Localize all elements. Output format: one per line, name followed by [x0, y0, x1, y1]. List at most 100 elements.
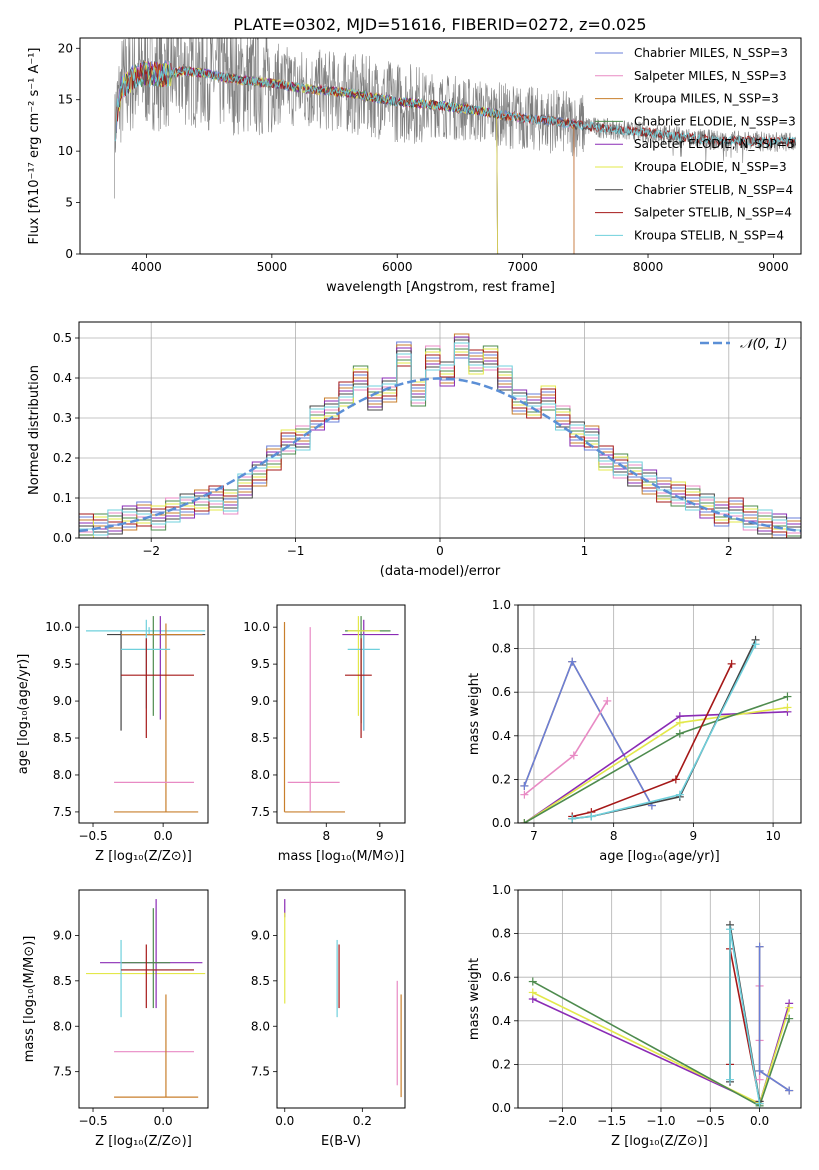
- y-tick-label: 9.0: [251, 694, 270, 708]
- y-tick-label: 0.6: [492, 970, 511, 984]
- x-tick-label: 0.0: [154, 829, 173, 843]
- x-tick-label: −1.0: [646, 1114, 675, 1128]
- y-tick-label: 0.0: [492, 816, 511, 830]
- series-line: [523, 700, 608, 796]
- axes-frame: [517, 604, 802, 824]
- x-tick-label: −0.5: [696, 1114, 725, 1128]
- x-axis-label: (data-model)/error: [380, 564, 501, 579]
- y-tick-label: 0.3: [53, 411, 72, 425]
- y-tick-label: 10: [58, 144, 73, 158]
- y-tick-label: 0.1: [53, 491, 72, 505]
- legend-label: 𝒩(0, 1): [740, 337, 787, 352]
- x-tick-label: 6000: [382, 260, 413, 274]
- y-axis-label: mass weight: [467, 958, 482, 1040]
- y-tick-label: 10.0: [45, 620, 72, 634]
- x-tick-label: 9000: [758, 260, 789, 274]
- spectrum-panel: 4000 5000 6000 7000 8000 9000 0 5 10 15 20 waveleng…: [27, 37, 802, 295]
- y-axis-label: mass weight: [467, 673, 482, 755]
- x-tick-label: 7: [530, 829, 538, 843]
- x-tick-label: 0.0: [275, 1114, 294, 1128]
- y-tick-label: 0.4: [53, 371, 72, 385]
- legend-label: Chabrier ELODIE, N_SSP=3: [634, 114, 796, 128]
- y-tick-label: 0.4: [492, 1014, 511, 1028]
- legend-label: Kroupa MILES, N_SSP=3: [634, 92, 779, 106]
- y-tick-label: 7.5: [53, 805, 72, 819]
- x-tick-label: 8: [610, 829, 618, 843]
- y-tick-label: 8.5: [53, 974, 72, 988]
- x-tick-label: 4000: [131, 260, 162, 274]
- y-axis-label: Flux [fλ10⁻¹⁷ erg cm⁻² s⁻¹ A⁻¹]: [27, 48, 42, 245]
- y-tick-label: 0.2: [492, 772, 511, 786]
- y-axis-label: mass [log₁₀(M/M⊙)]: [22, 936, 37, 1063]
- age-vs-Z-panel: −0.5 0.0 7.5 8.0 8.5 9.0 9.5 10.0 Z [log₁₀(Z/Z⊙)…: [16, 604, 209, 864]
- y-tick-label: 0.0: [492, 1101, 511, 1115]
- y-axis-label: Normed distribution: [27, 365, 42, 495]
- y-tick-label: 15: [58, 93, 73, 107]
- plot-area: [79, 333, 801, 538]
- axes-frame: [517, 889, 802, 1109]
- mass-weight-vs-age-panel: 7 8 9 10 0.0 0.2 0.4 0.6 0.8 1.0 age [log₁₀(age/yr…: [467, 598, 802, 864]
- model-spectrum-line: [114, 61, 797, 147]
- plot-area: [528, 920, 794, 1108]
- plot-area: [283, 616, 399, 813]
- mass-vs-EBV-panel: 0.0 0.2 7.5 8.0 8.5 9.0 E(B-V): [251, 889, 406, 1149]
- series-line: [572, 639, 757, 820]
- legend-label: Salpeter MILES, N_SSP=3: [634, 69, 787, 83]
- y-axis-label: age [log₁₀(age/yr)]: [16, 654, 31, 775]
- legend-label: Chabrier MILES, N_SSP=3: [634, 46, 788, 60]
- series-line: [523, 659, 653, 806]
- y-tick-label: 9.5: [251, 657, 270, 671]
- y-tick-label: 8.0: [251, 768, 270, 782]
- series-line: [523, 659, 653, 806]
- normal-distribution-line: [79, 377, 801, 533]
- x-tick-label: 9: [376, 829, 384, 843]
- y-tick-label: 8.0: [53, 1019, 72, 1033]
- series-line: [729, 929, 761, 1104]
- x-tick-label: −2.0: [548, 1114, 577, 1128]
- y-tick-label: 1.0: [492, 598, 511, 612]
- x-axis-label: Z [log₁₀(Z/Z⊙)]: [611, 1134, 708, 1149]
- series-line: [572, 643, 757, 820]
- x-tick-label: 7000: [507, 260, 538, 274]
- x-tick-label: −1.5: [597, 1114, 626, 1128]
- series-line: [524, 695, 788, 823]
- mass-weight-vs-Z-panel: −2.0 −1.5 −1.0 −0.5 0.0 0.0 0.2 0.4 0.6 0.8 1.0 Z […: [467, 883, 802, 1149]
- y-tick-label: 9.0: [53, 694, 72, 708]
- y-tick-label: 8.5: [53, 731, 72, 745]
- age-vs-mass-panel: 8 9 7.5 8.0 8.5 9.0 9.5 10.0 mass [log₁₀(M/M⊙)]: [243, 604, 406, 864]
- legend-label: Chabrier STELIB, N_SSP=4: [634, 183, 793, 197]
- x-tick-label: −0.5: [78, 1114, 107, 1128]
- y-tick-label: 9.0: [53, 928, 72, 942]
- plot-area: [114, 38, 797, 254]
- axes-frame: [79, 37, 802, 255]
- x-tick-label: 0.2: [353, 1114, 372, 1128]
- y-tick-label: 20: [58, 41, 73, 55]
- y-tick-label: 10.0: [243, 620, 270, 634]
- x-tick-label: 9: [690, 829, 698, 843]
- x-tick-label: 1: [581, 544, 589, 558]
- x-tick-label: 8000: [633, 260, 664, 274]
- y-tick-label: 5: [65, 196, 73, 210]
- observed-spectrum-line: [114, 38, 796, 199]
- x-axis-label: age [log₁₀(age/yr)]: [599, 849, 720, 864]
- x-axis-label: Z [log₁₀(Z/Z⊙)]: [95, 849, 192, 864]
- y-tick-label: 0.2: [53, 451, 72, 465]
- x-tick-label: 10: [765, 829, 780, 843]
- model-spectrum-line: [114, 61, 499, 254]
- x-tick-label: 2: [725, 544, 733, 558]
- y-tick-label: 8.5: [251, 974, 270, 988]
- y-tick-label: 8.5: [251, 731, 270, 745]
- x-tick-label: 8: [322, 829, 330, 843]
- legend-label: Kroupa ELODIE, N_SSP=3: [634, 160, 787, 174]
- histogram-step-line: [79, 342, 801, 537]
- x-tick-label: −1: [287, 544, 305, 558]
- axes-frame: [78, 889, 209, 1109]
- plot-area: [284, 899, 402, 1098]
- axes-frame: [276, 889, 406, 1109]
- legend-label: Salpeter ELODIE, N_SSP=3: [634, 137, 795, 151]
- legend-label: Kroupa STELIB, N_SSP=4: [634, 228, 784, 242]
- axes-frame: [78, 604, 209, 824]
- x-axis-label: E(B-V): [321, 1134, 361, 1149]
- x-axis-label: Z [log₁₀(Z/Z⊙)]: [95, 1134, 192, 1149]
- y-tick-label: 1.0: [492, 883, 511, 897]
